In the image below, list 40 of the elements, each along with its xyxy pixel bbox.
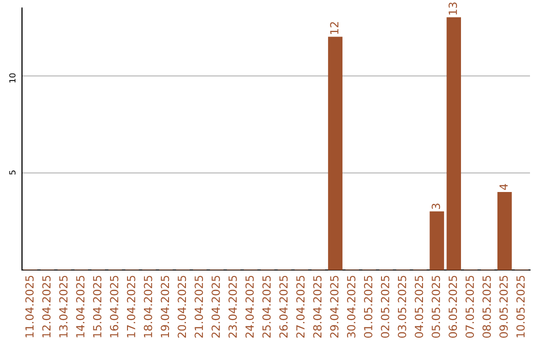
x-tick-label: 25.04.2025 — [262, 276, 271, 338]
data-label: 4 — [500, 184, 508, 190]
x-tick-label: 13.04.2025 — [59, 276, 68, 338]
x-tick-label: 03.05.2025 — [398, 276, 406, 338]
data-label: 3 — [432, 204, 440, 209]
x-tick-label: 23.04.2025 — [228, 276, 237, 338]
x-tick-label: 18.04.2025 — [144, 276, 152, 338]
x-tick-label: 02.05.2025 — [380, 276, 390, 338]
x-tick-label: 10.05.2025 — [516, 276, 525, 338]
x-tick-label: 05.05.2025 — [432, 276, 440, 338]
x-tick-label: 09.05.2025 — [499, 276, 508, 338]
x-tick-label: 22.04.2025 — [212, 276, 220, 338]
x-tick-label: 29.04.2025 — [330, 276, 338, 338]
bar — [497, 192, 512, 270]
bar — [446, 17, 461, 270]
x-tick-label: 08.05.2025 — [482, 276, 491, 338]
bar — [328, 36, 342, 270]
x-tick-label: 17.04.2025 — [126, 276, 136, 338]
x-tick-label: 24.04.2025 — [245, 276, 254, 338]
x-tick-label: 04.05.2025 — [414, 276, 424, 338]
x-tick-label: 21.04.2025 — [194, 276, 204, 338]
x-tick-label: 12.04.2025 — [42, 276, 51, 338]
bar — [430, 211, 444, 270]
x-tick-label: 30.04.2025 — [347, 276, 356, 338]
x-tick-label: 28.04.2025 — [313, 276, 322, 338]
y-tick-label: 10 — [9, 73, 16, 82]
x-tick-label: 19.04.2025 — [160, 276, 170, 338]
data-label: 12 — [330, 22, 338, 34]
x-tick-label: 15.04.2025 — [93, 276, 102, 338]
x-tick-label: 16.04.2025 — [110, 276, 118, 338]
x-tick-label: 14.04.2025 — [76, 276, 84, 338]
data-label: 13 — [448, 2, 458, 15]
x-tick-label: 06.05.2025 — [448, 276, 458, 338]
x-tick-label: 20.04.2025 — [178, 276, 186, 338]
y-tick-label: 5 — [9, 170, 16, 174]
x-tick-label: 26.04.2025 — [279, 276, 288, 338]
x-tick-label: 01.05.2025 — [364, 276, 372, 338]
x-tick-label: 27.04.2025 — [296, 276, 305, 338]
x-tick-label: 07.05.2025 — [466, 276, 474, 338]
x-tick-label: 11.04.2025 — [25, 276, 34, 338]
